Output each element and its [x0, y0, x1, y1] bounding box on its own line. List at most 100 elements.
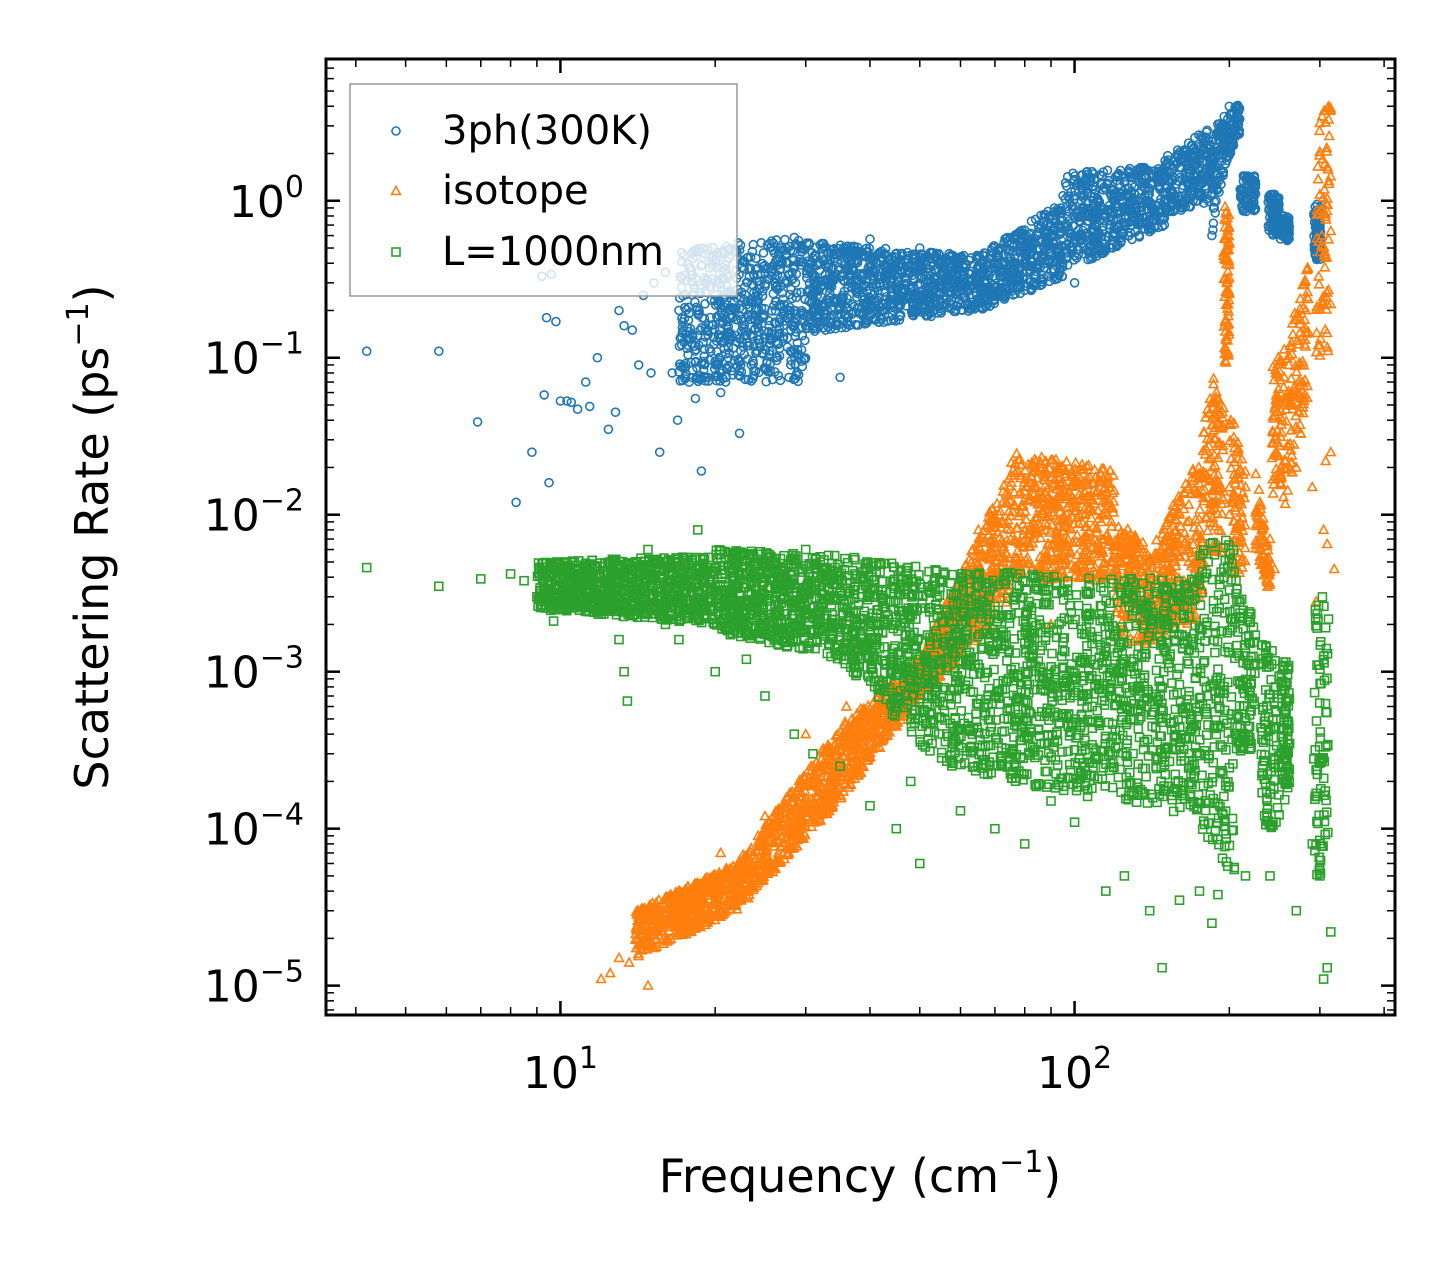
data-point: [842, 282, 853, 293]
data-point: [721, 372, 731, 383]
data-point: [720, 377, 731, 387]
data-point: [680, 358, 691, 369]
data-point: [867, 271, 878, 281]
data-point: [894, 314, 905, 325]
data-point: [875, 281, 885, 292]
data-point: [674, 341, 685, 351]
data-point: [882, 316, 893, 326]
data-point: [732, 354, 743, 365]
data-point: [739, 282, 750, 293]
data-point: [850, 319, 861, 330]
data-point: [779, 306, 790, 316]
data-point: [758, 248, 769, 258]
data-point: [678, 360, 689, 371]
data-point: [964, 255, 974, 266]
data-point: [790, 331, 801, 342]
data-point: [676, 332, 687, 343]
data-point: [823, 321, 833, 332]
data-point: [813, 299, 824, 309]
data-point: [845, 242, 856, 252]
data-point: [764, 320, 775, 331]
data-point: [836, 322, 847, 333]
data-point: [732, 315, 743, 325]
data-point: [778, 331, 789, 342]
data-point: [820, 270, 831, 280]
data-point: [940, 256, 951, 267]
data-point: [788, 255, 799, 266]
data-point: [899, 279, 909, 290]
data-point: [840, 248, 851, 258]
data-point: [842, 263, 853, 274]
data-point: [748, 288, 759, 298]
data-point: [719, 302, 729, 312]
data-point: [831, 317, 842, 328]
data-point: [925, 254, 936, 264]
data-point: [752, 270, 763, 280]
data-point: [825, 324, 836, 334]
data-point: [799, 335, 810, 346]
data-point: [873, 300, 884, 310]
data-point: [796, 344, 807, 355]
data-point: [760, 278, 771, 289]
data-point: [719, 343, 730, 354]
data-point: [835, 240, 846, 250]
data-point: [815, 258, 826, 268]
data-point: [735, 292, 746, 303]
data-point: [907, 270, 918, 281]
data-point: [770, 296, 781, 306]
data-point: [695, 370, 705, 381]
data-point: [713, 359, 724, 369]
data-point: [860, 318, 870, 329]
data-point: [737, 256, 748, 266]
data-point: [922, 286, 932, 296]
data-point: [940, 299, 951, 309]
data-point: [923, 263, 934, 274]
data-point: [767, 328, 778, 339]
data-point: [791, 240, 802, 250]
data-point: [753, 314, 763, 324]
data-point: [751, 304, 762, 315]
data-point: [781, 275, 791, 286]
data-point: [799, 354, 809, 365]
data-point: [683, 334, 694, 345]
data-point: [896, 248, 907, 259]
data-point: [714, 325, 725, 336]
data-point: [823, 306, 833, 317]
data-point: [775, 281, 786, 292]
data-point: [740, 257, 750, 268]
data-point: [710, 371, 720, 382]
data-point: [785, 359, 796, 370]
data-point: [774, 324, 785, 334]
data-point: [928, 306, 938, 317]
data-point: [742, 296, 753, 307]
data-point: [835, 264, 846, 274]
data-point: [937, 271, 948, 282]
data-point: [789, 320, 800, 331]
data-point: [857, 310, 868, 321]
data-point: [740, 326, 751, 336]
data-point: [917, 252, 927, 263]
data-point: [750, 264, 761, 275]
data-point: [886, 291, 896, 302]
series-3ph: [361, 100, 1327, 508]
data-point: [880, 272, 890, 283]
data-point: [803, 263, 814, 274]
data-point: [877, 313, 887, 324]
data-point: [810, 285, 821, 296]
data-point: [928, 292, 939, 303]
data-point: [782, 277, 793, 288]
data-point: [761, 376, 772, 387]
data-point: [869, 287, 880, 298]
data-point: [683, 302, 694, 313]
data-point: [675, 375, 686, 386]
data-point: [721, 330, 732, 341]
data-point: [865, 262, 876, 273]
data-point: [895, 311, 905, 322]
data-point: [732, 361, 742, 372]
data-point: [703, 329, 713, 340]
data-point: [830, 272, 840, 283]
data-point: [806, 298, 817, 308]
data-point: [881, 291, 892, 302]
data-point: [682, 333, 693, 344]
data-point: [766, 306, 777, 316]
